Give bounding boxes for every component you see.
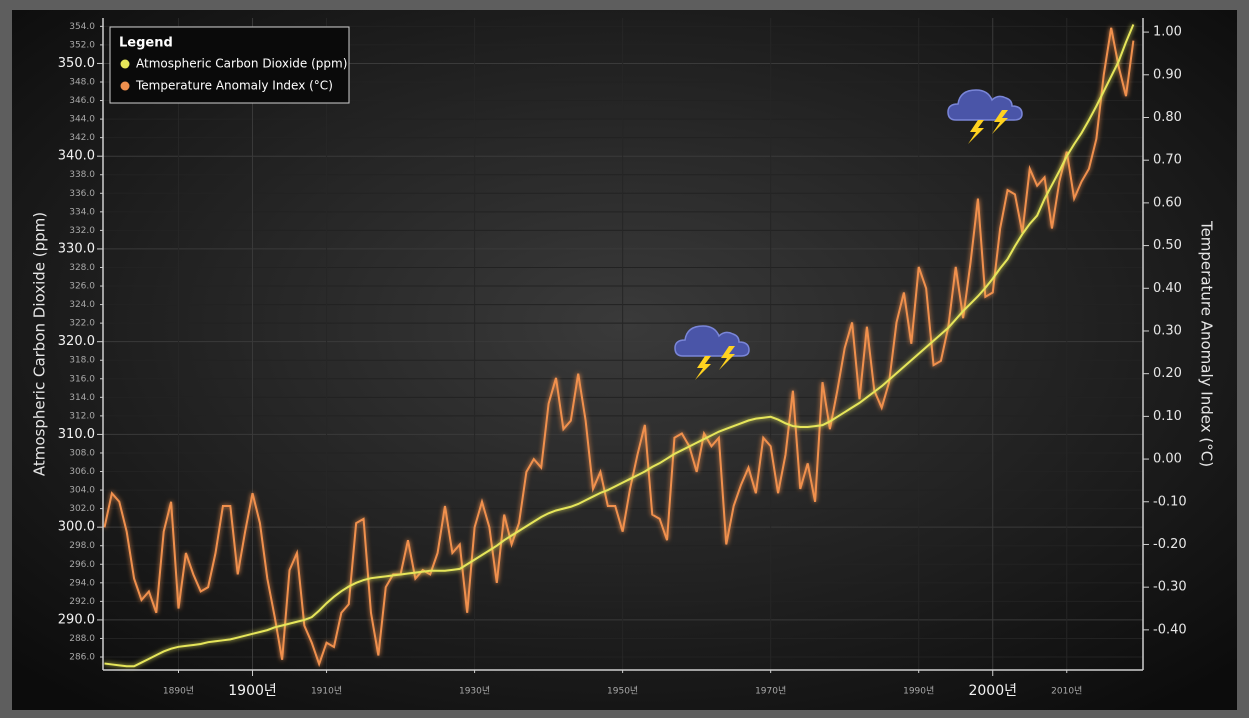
y-tick-label: 286.0	[69, 653, 95, 663]
y-tick-label: 314.0	[69, 393, 95, 403]
y-tick-label: 320.0	[58, 334, 95, 349]
y-tick-label: 306.0	[69, 467, 95, 477]
y-tick-label: 302.0	[69, 504, 95, 514]
x-tick-label: 2010년	[1051, 686, 1082, 697]
y2-tick-label: 0.40	[1153, 281, 1182, 296]
y-tick-label: 290.0	[58, 612, 95, 627]
x-tick-label: 1930년	[459, 686, 490, 697]
series-line	[103, 27, 1135, 668]
y2-tick-label: 0.90	[1153, 67, 1182, 82]
y-tick-label: 350.0	[58, 56, 95, 71]
legend: Legend Atmospheric Carbon Dioxide (ppm) T…	[109, 26, 350, 104]
y-tick-label: 330.0	[58, 241, 95, 256]
x-tick-label: 1970년	[755, 686, 786, 697]
y2-tick-label: 0.10	[1153, 409, 1182, 424]
y-tick-label: 338.0	[69, 170, 95, 180]
y-tick-label: 308.0	[69, 448, 95, 458]
y-tick-label: 312.0	[69, 411, 95, 421]
y-tick-label: 334.0	[69, 207, 95, 217]
y-tick-label: 324.0	[69, 300, 95, 310]
legend-box	[109, 26, 350, 104]
y-tick-label: 354.0	[69, 22, 95, 32]
y-tick-label: 288.0	[69, 634, 95, 644]
y-tick-label: 342.0	[69, 133, 95, 143]
axes: 286.0 288.0 290.0 292.0 294.0 296.0 298.0 300.0…	[58, 18, 1187, 699]
y-tick-label: 348.0	[69, 77, 95, 87]
y2-tick-label: 0.70	[1153, 153, 1182, 168]
y2-tick-label: 0.80	[1153, 110, 1182, 125]
y-tick-label: 292.0	[69, 597, 95, 607]
y-tick-label: 340.0	[58, 149, 95, 164]
y2-tick-label: -0.40	[1153, 622, 1187, 637]
y-tick-label: 328.0	[69, 263, 95, 273]
y2-tick-label: -0.30	[1153, 580, 1187, 595]
y-tick-label: 332.0	[69, 226, 95, 236]
y2-tick-label: 0.60	[1153, 195, 1182, 210]
y-tick-label: 346.0	[69, 96, 95, 106]
legend-label: Temperature Anomaly Index (°C)	[135, 79, 333, 93]
y-tick-label: 298.0	[69, 541, 95, 551]
y2-tick-label: -0.10	[1153, 494, 1187, 509]
x-tick-label: 1990년	[903, 686, 934, 697]
y-tick-label: 352.0	[69, 40, 95, 50]
legend-marker	[120, 59, 130, 69]
y2-tick-label: 0.00	[1153, 452, 1182, 467]
y-tick-label: 310.0	[58, 427, 95, 442]
y-tick-label: 344.0	[69, 115, 95, 125]
legend-title: Legend	[119, 36, 173, 51]
y-tick-label: 300.0	[58, 520, 95, 535]
x-tick-label: 1910년	[311, 686, 342, 697]
series-line	[104, 24, 1135, 668]
y2-tick-label: 0.20	[1153, 366, 1182, 381]
y-tick-label: 318.0	[69, 356, 95, 366]
storm-icon	[947, 89, 1023, 144]
plot-lines	[103, 24, 1135, 668]
x-tick-label: 1890년	[163, 686, 194, 697]
y-tick-label: 326.0	[69, 282, 95, 292]
y2-axis-title: Temperature Anomaly Index (°C)	[1198, 220, 1216, 467]
x-tick-label: 1950년	[607, 686, 638, 697]
storm-icon	[674, 325, 750, 380]
y-tick-label: 336.0	[69, 189, 95, 199]
y-tick-label: 296.0	[69, 560, 95, 570]
y-tick-label: 316.0	[69, 374, 95, 384]
legend-marker	[120, 81, 130, 91]
y-axis-title: Atmospheric Carbon Dioxide (ppm)	[31, 212, 49, 476]
x-tick-label: 2000년	[968, 683, 1017, 699]
legend-label: Atmospheric Carbon Dioxide (ppm)	[136, 57, 347, 71]
y-tick-label: 322.0	[69, 319, 95, 329]
y-tick-label: 294.0	[69, 578, 95, 588]
y2-tick-label: 0.30	[1153, 323, 1182, 338]
x-tick-label: 1900년	[228, 683, 277, 699]
y2-tick-label: 0.50	[1153, 238, 1182, 253]
y2-tick-label: -0.20	[1153, 537, 1187, 552]
y2-tick-label: 1.00	[1153, 25, 1182, 40]
y-tick-label: 304.0	[69, 486, 95, 496]
